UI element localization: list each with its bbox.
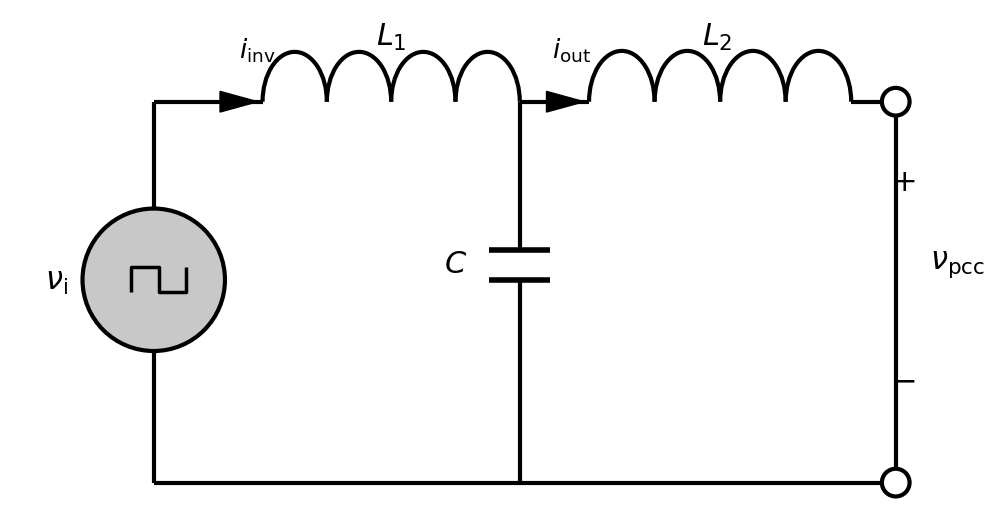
Text: $i_\mathrm{inv}$: $i_\mathrm{inv}$ — [239, 36, 276, 64]
Text: $C$: $C$ — [444, 250, 467, 280]
Text: $\nu_\mathrm{i}$: $\nu_\mathrm{i}$ — [45, 266, 68, 297]
Polygon shape — [546, 92, 584, 112]
Text: $+$: $+$ — [891, 167, 916, 198]
Polygon shape — [220, 92, 258, 112]
Circle shape — [882, 88, 910, 115]
Text: $-$: $-$ — [891, 365, 916, 396]
Circle shape — [882, 469, 910, 497]
Circle shape — [83, 209, 225, 351]
Text: $L_1$: $L_1$ — [376, 22, 406, 53]
Text: $L_2$: $L_2$ — [702, 22, 733, 53]
Text: $i_\mathrm{out}$: $i_\mathrm{out}$ — [552, 36, 591, 64]
Text: $\nu_\mathrm{pcc}$: $\nu_\mathrm{pcc}$ — [930, 250, 984, 280]
